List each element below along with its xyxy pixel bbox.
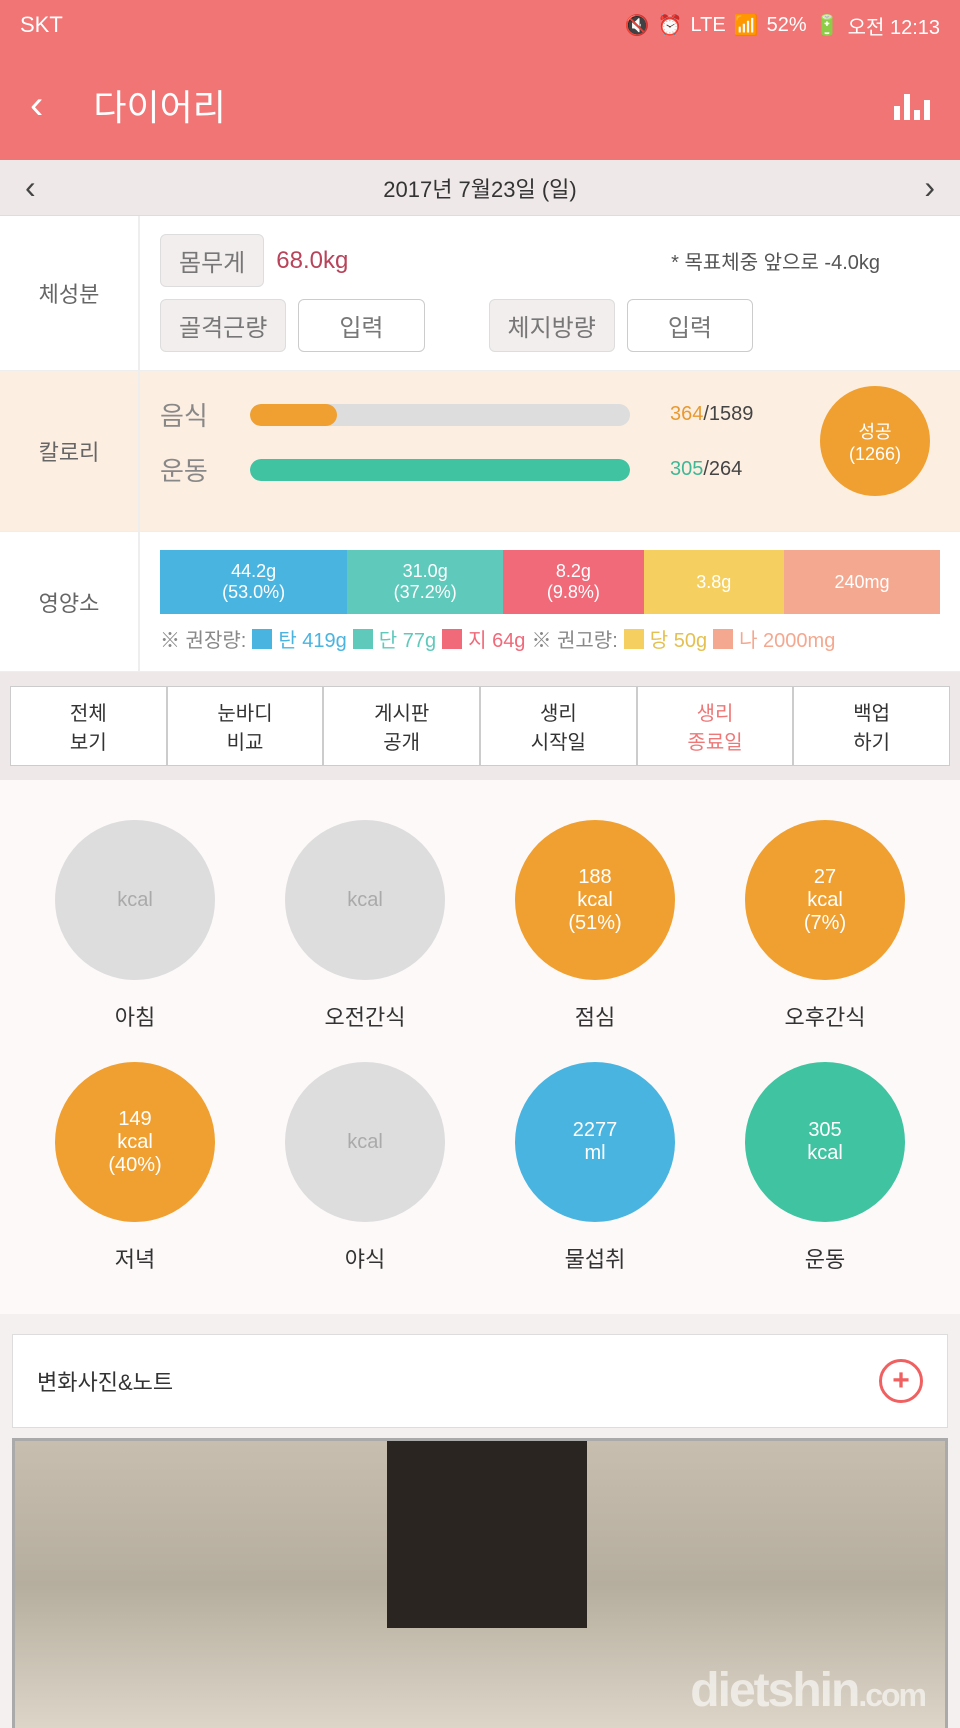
- section-label: 영양소: [0, 532, 140, 671]
- tab-4[interactable]: 생리종료일: [637, 686, 794, 766]
- food-label: 음식: [160, 396, 230, 433]
- success-label: 성공: [858, 418, 891, 444]
- nutrition-bars[interactable]: 44.2g(53.0%)31.0g(37.2%)8.2g(9.8%)3.8g24…: [160, 550, 940, 614]
- meal-item[interactable]: kcal 아침: [30, 820, 240, 1032]
- stats-icon[interactable]: [894, 90, 930, 120]
- food-total: /1589: [703, 403, 753, 425]
- nutrition-segment: 240mg: [784, 550, 940, 614]
- sugar-color-icon: [624, 629, 644, 649]
- meal-label: 점심: [575, 1000, 615, 1032]
- legend-rec: ※ 권장량:: [160, 624, 246, 653]
- food-bar[interactable]: [250, 404, 630, 426]
- tab-5[interactable]: 백업하기: [793, 686, 950, 766]
- alarm-icon: ⏰: [658, 13, 683, 38]
- nutrition-segment: 44.2g(53.0%): [160, 550, 347, 614]
- meal-circle[interactable]: kcal: [285, 820, 445, 980]
- exercise-bar[interactable]: [250, 459, 630, 481]
- status-right: 🔇 ⏰ LTE 📶 52% 🔋 오전 12:13: [625, 11, 940, 40]
- status-bar: SKT 🔇 ⏰ LTE 📶 52% 🔋 오전 12:13: [0, 0, 960, 50]
- calorie-section: 칼로리 음식 364/1589 운동 305/264 성공 (1266): [0, 371, 960, 532]
- legend-protein: 단 77g: [379, 624, 436, 653]
- notes-title: 변화사진&노트: [37, 1365, 173, 1397]
- meal-label: 오후간식: [785, 1000, 866, 1032]
- meal-circle[interactable]: kcal: [55, 820, 215, 980]
- food-current: 364: [670, 403, 703, 425]
- section-label: 체성분: [0, 216, 140, 370]
- tab-3[interactable]: 생리시작일: [480, 686, 637, 766]
- meal-label: 물섭취: [565, 1242, 626, 1274]
- nutrition-section: 영양소 44.2g(53.0%)31.0g(37.2%)8.2g(9.8%)3.…: [0, 532, 960, 672]
- battery-icon: 🔋: [815, 13, 840, 38]
- mute-icon: 🔇: [625, 13, 650, 38]
- exercise-label: 운동: [160, 451, 230, 488]
- meal-circle[interactable]: 149kcal(40%): [55, 1062, 215, 1222]
- exercise-total: /264: [703, 458, 742, 480]
- date-navigator: ‹ 2017년 7월23일 (일) ›: [0, 160, 960, 216]
- signal-icon: 📶: [734, 13, 759, 38]
- battery-label: 52%: [767, 14, 807, 37]
- meal-item[interactable]: 149kcal(40%) 저녁: [30, 1062, 240, 1274]
- meal-label: 아침: [115, 1000, 155, 1032]
- app-header: ‹ 다이어리: [0, 50, 960, 160]
- meal-circle[interactable]: 27kcal(7%): [745, 820, 905, 980]
- date-label[interactable]: 2017년 7월23일 (일): [383, 172, 577, 204]
- goal-weight-text: * 목표체중 앞으로 -4.0kg: [671, 246, 880, 275]
- success-value: (1266): [849, 444, 901, 465]
- progress-photo[interactable]: dietshin.com: [12, 1438, 948, 1728]
- nutrition-segment: 8.2g(9.8%): [503, 550, 643, 614]
- fat-color-icon: [442, 629, 462, 649]
- nutrition-segment: 3.8g: [644, 550, 784, 614]
- legend-carb: 탄 419g: [278, 624, 346, 653]
- meal-circle[interactable]: 188kcal(51%): [515, 820, 675, 980]
- meal-circle[interactable]: 2277ml: [515, 1062, 675, 1222]
- watermark: dietshin.com: [690, 1663, 925, 1718]
- tab-1[interactable]: 눈바디비교: [167, 686, 324, 766]
- carb-color-icon: [252, 629, 272, 649]
- exercise-current: 305: [670, 458, 703, 480]
- legend-limit: ※ 권고량:: [531, 624, 617, 653]
- meal-label: 운동: [805, 1242, 845, 1274]
- prev-day-button[interactable]: ‹: [25, 169, 36, 206]
- tab-2[interactable]: 게시판공개: [323, 686, 480, 766]
- meal-label: 저녁: [115, 1242, 155, 1274]
- meal-item[interactable]: 188kcal(51%) 점심: [490, 820, 700, 1032]
- add-note-button[interactable]: +: [879, 1359, 923, 1403]
- meals-section: kcal 아침 kcal 오전간식 188kcal(51%) 점심 27kcal(7%) 오후…: [0, 780, 960, 1314]
- carrier-label: SKT: [20, 12, 63, 38]
- nutrition-segment: 31.0g(37.2%): [347, 550, 503, 614]
- meal-circle[interactable]: 305kcal: [745, 1062, 905, 1222]
- meal-label: 오전간식: [325, 1000, 406, 1032]
- legend-sodium: 나 2000mg: [739, 624, 835, 653]
- sodium-color-icon: [713, 629, 733, 649]
- notes-section[interactable]: 변화사진&노트 +: [12, 1334, 948, 1428]
- next-day-button[interactable]: ›: [924, 169, 935, 206]
- weight-value: 68.0kg: [276, 247, 348, 275]
- tab-0[interactable]: 전체보기: [10, 686, 167, 766]
- success-badge[interactable]: 성공 (1266): [820, 386, 930, 496]
- back-button[interactable]: ‹: [30, 83, 43, 128]
- network-label: LTE: [691, 14, 726, 37]
- meal-item[interactable]: 305kcal 운동: [720, 1062, 930, 1274]
- meal-label: 야식: [345, 1242, 385, 1274]
- muscle-input[interactable]: 입력: [298, 299, 424, 352]
- meal-item[interactable]: kcal 오전간식: [260, 820, 470, 1032]
- legend-fat: 지 64g: [468, 624, 525, 653]
- action-tabs: 전체보기눈바디비교게시판공개생리시작일생리종료일백업하기: [0, 672, 960, 780]
- weight-chip[interactable]: 몸무게: [160, 234, 264, 287]
- muscle-chip: 골격근량: [160, 299, 286, 352]
- bodyfat-chip: 체지방량: [489, 299, 615, 352]
- meal-item[interactable]: 2277ml 물섭취: [490, 1062, 700, 1274]
- page-title: 다이어리: [93, 79, 225, 131]
- meal-circle[interactable]: kcal: [285, 1062, 445, 1222]
- time-label: 오전 12:13: [848, 11, 940, 40]
- nutrition-legend: ※ 권장량: 탄 419g 단 77g 지 64g ※ 권고량: 당 50g 나…: [160, 624, 940, 653]
- protein-color-icon: [353, 629, 373, 649]
- meal-item[interactable]: 27kcal(7%) 오후간식: [720, 820, 930, 1032]
- body-composition-section: 체성분 몸무게 68.0kg * 목표체중 앞으로 -4.0kg 골격근량 입력…: [0, 216, 960, 371]
- meal-item[interactable]: kcal 야식: [260, 1062, 470, 1274]
- section-label: 칼로리: [0, 371, 140, 531]
- legend-sugar: 당 50g: [650, 624, 707, 653]
- bodyfat-input[interactable]: 입력: [627, 299, 753, 352]
